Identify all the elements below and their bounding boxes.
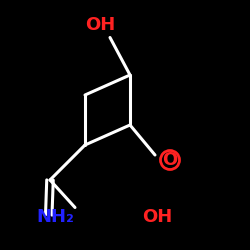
Text: NH₂: NH₂ — [36, 208, 74, 226]
Text: O: O — [162, 151, 178, 169]
Text: OH: OH — [85, 16, 115, 34]
Text: OH: OH — [142, 208, 172, 226]
